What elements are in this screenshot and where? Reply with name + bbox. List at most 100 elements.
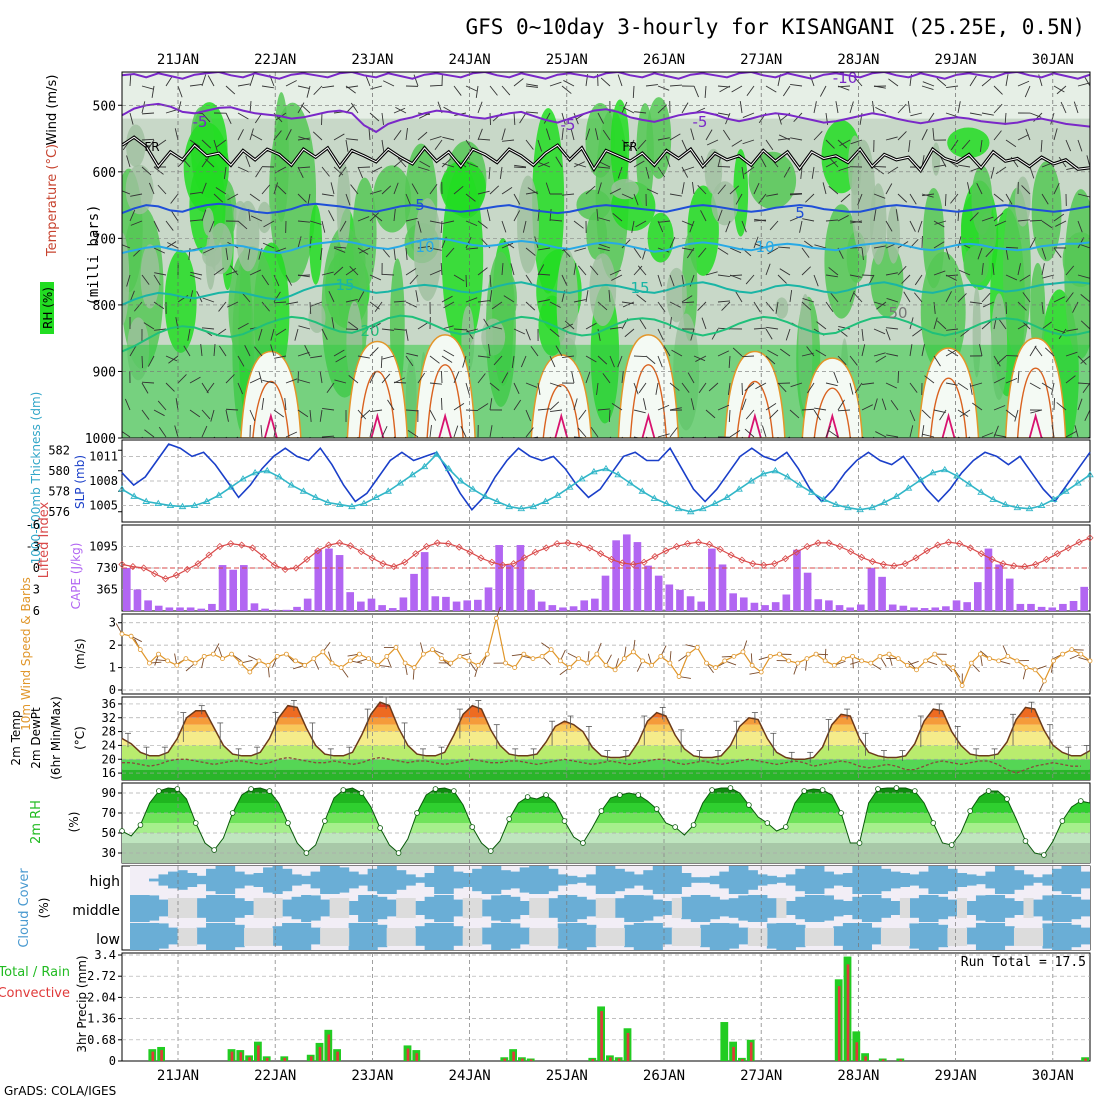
thickness-tick-label: 582 xyxy=(48,443,70,457)
cape-bar xyxy=(835,605,844,611)
date-label-top: 28JAN xyxy=(837,52,879,68)
wind-barb xyxy=(493,355,503,366)
wind-barb xyxy=(993,355,1001,367)
cloud-cell xyxy=(130,922,141,950)
wind-barb xyxy=(1005,377,1018,384)
wind-barb xyxy=(393,328,406,331)
wind-barb xyxy=(875,431,887,438)
cloud-cell xyxy=(206,894,217,922)
cape-bar xyxy=(910,607,918,611)
wind-barb xyxy=(608,409,611,423)
cape-bar xyxy=(1048,607,1057,611)
thickness-point xyxy=(626,479,634,486)
wind-barb xyxy=(189,409,201,418)
li-point xyxy=(477,554,485,562)
cape-bar xyxy=(739,597,748,611)
wind-barb xyxy=(888,78,899,87)
date-label-bottom: 29JAN xyxy=(935,1068,977,1084)
cloud-cell xyxy=(871,866,882,894)
wind-barb xyxy=(237,83,250,87)
wind-barb xyxy=(475,85,479,98)
warm-plume-inner xyxy=(629,364,668,438)
cloud-cell xyxy=(481,866,492,894)
wind-barb xyxy=(465,297,478,303)
wind-barb xyxy=(204,158,215,168)
rh-point xyxy=(690,822,697,828)
rh-point xyxy=(819,787,826,793)
wind-point xyxy=(767,653,773,659)
wind-barb xyxy=(153,247,166,254)
thickness-point xyxy=(699,504,707,512)
thickness-point xyxy=(723,493,731,500)
rh-moist-cell xyxy=(1003,187,1031,356)
wind-barb xyxy=(549,301,561,308)
cloud-cell xyxy=(814,866,825,894)
cloud-cell xyxy=(557,894,568,922)
wind-barb xyxy=(525,328,531,341)
wind-barb xyxy=(758,193,767,204)
wind-barb xyxy=(766,193,779,197)
cloud-cell xyxy=(196,875,207,885)
cloud-cell xyxy=(500,894,511,922)
wind-barb xyxy=(634,111,647,114)
wind-barb xyxy=(1080,355,1090,364)
isotherm-label: FR xyxy=(144,140,159,154)
rh-tick-label: 70 xyxy=(102,806,116,820)
wind-barb xyxy=(345,298,358,303)
li-point xyxy=(564,539,572,547)
wind-barb xyxy=(573,112,579,125)
thickness-point xyxy=(1013,503,1022,511)
wind-barb xyxy=(612,213,623,222)
date-axis-bottom: 21JAN 22JAN 23JAN 24JAN 25JAN 26JAN 27JAN 28JAN… xyxy=(157,1068,1074,1084)
li-point xyxy=(314,547,322,555)
isotherm-label: 10 xyxy=(755,238,774,256)
li-point xyxy=(945,538,953,546)
wind-barb xyxy=(766,326,779,330)
wind-barb xyxy=(922,81,935,87)
li-point xyxy=(422,542,431,551)
wind-barb xyxy=(873,301,886,306)
wind-barb xyxy=(319,247,323,260)
rh-point xyxy=(580,840,586,846)
rh-mid-cell xyxy=(556,249,579,359)
wind-point xyxy=(685,651,691,657)
wind-barb xyxy=(822,182,827,195)
rh-point xyxy=(1004,796,1010,802)
wind-barb xyxy=(369,112,380,122)
wind-barb xyxy=(419,160,431,168)
wind-barb xyxy=(1017,80,1030,87)
wind-barb xyxy=(1022,292,1031,303)
li-point xyxy=(727,551,735,559)
li-point xyxy=(412,550,420,558)
cloud-cell xyxy=(690,877,701,883)
wind-barb xyxy=(921,85,934,90)
wind-point xyxy=(1014,658,1020,664)
wind-point xyxy=(649,662,655,668)
isotherm-label: -10 xyxy=(833,69,858,87)
wind-barb xyxy=(628,139,635,152)
cloud-cell xyxy=(510,896,521,920)
wind-barb xyxy=(381,273,395,276)
li-point xyxy=(705,540,713,548)
cape-bar xyxy=(261,608,269,611)
cape-bar xyxy=(474,599,482,611)
cloud-cell xyxy=(1042,895,1053,921)
wind-barb xyxy=(249,269,262,276)
wind-barb xyxy=(538,162,551,168)
li-point xyxy=(270,561,278,569)
wind-barb xyxy=(261,274,270,286)
wind-barb xyxy=(466,328,479,333)
wind-barb xyxy=(206,382,215,393)
cloud-cell xyxy=(168,871,179,889)
unit-label-pressure: (milli bars) xyxy=(86,204,102,305)
cloud-low-clear xyxy=(548,928,559,946)
cloud-cell xyxy=(576,896,587,920)
temp-tick-label: 32 xyxy=(102,711,116,725)
cloud-cell xyxy=(700,924,711,948)
wind-point xyxy=(859,658,865,664)
cloud-cell xyxy=(263,867,274,893)
cape-bar xyxy=(697,601,706,611)
wind-barb xyxy=(477,101,483,114)
wind-barb xyxy=(897,103,907,114)
wind-barb xyxy=(633,355,647,357)
